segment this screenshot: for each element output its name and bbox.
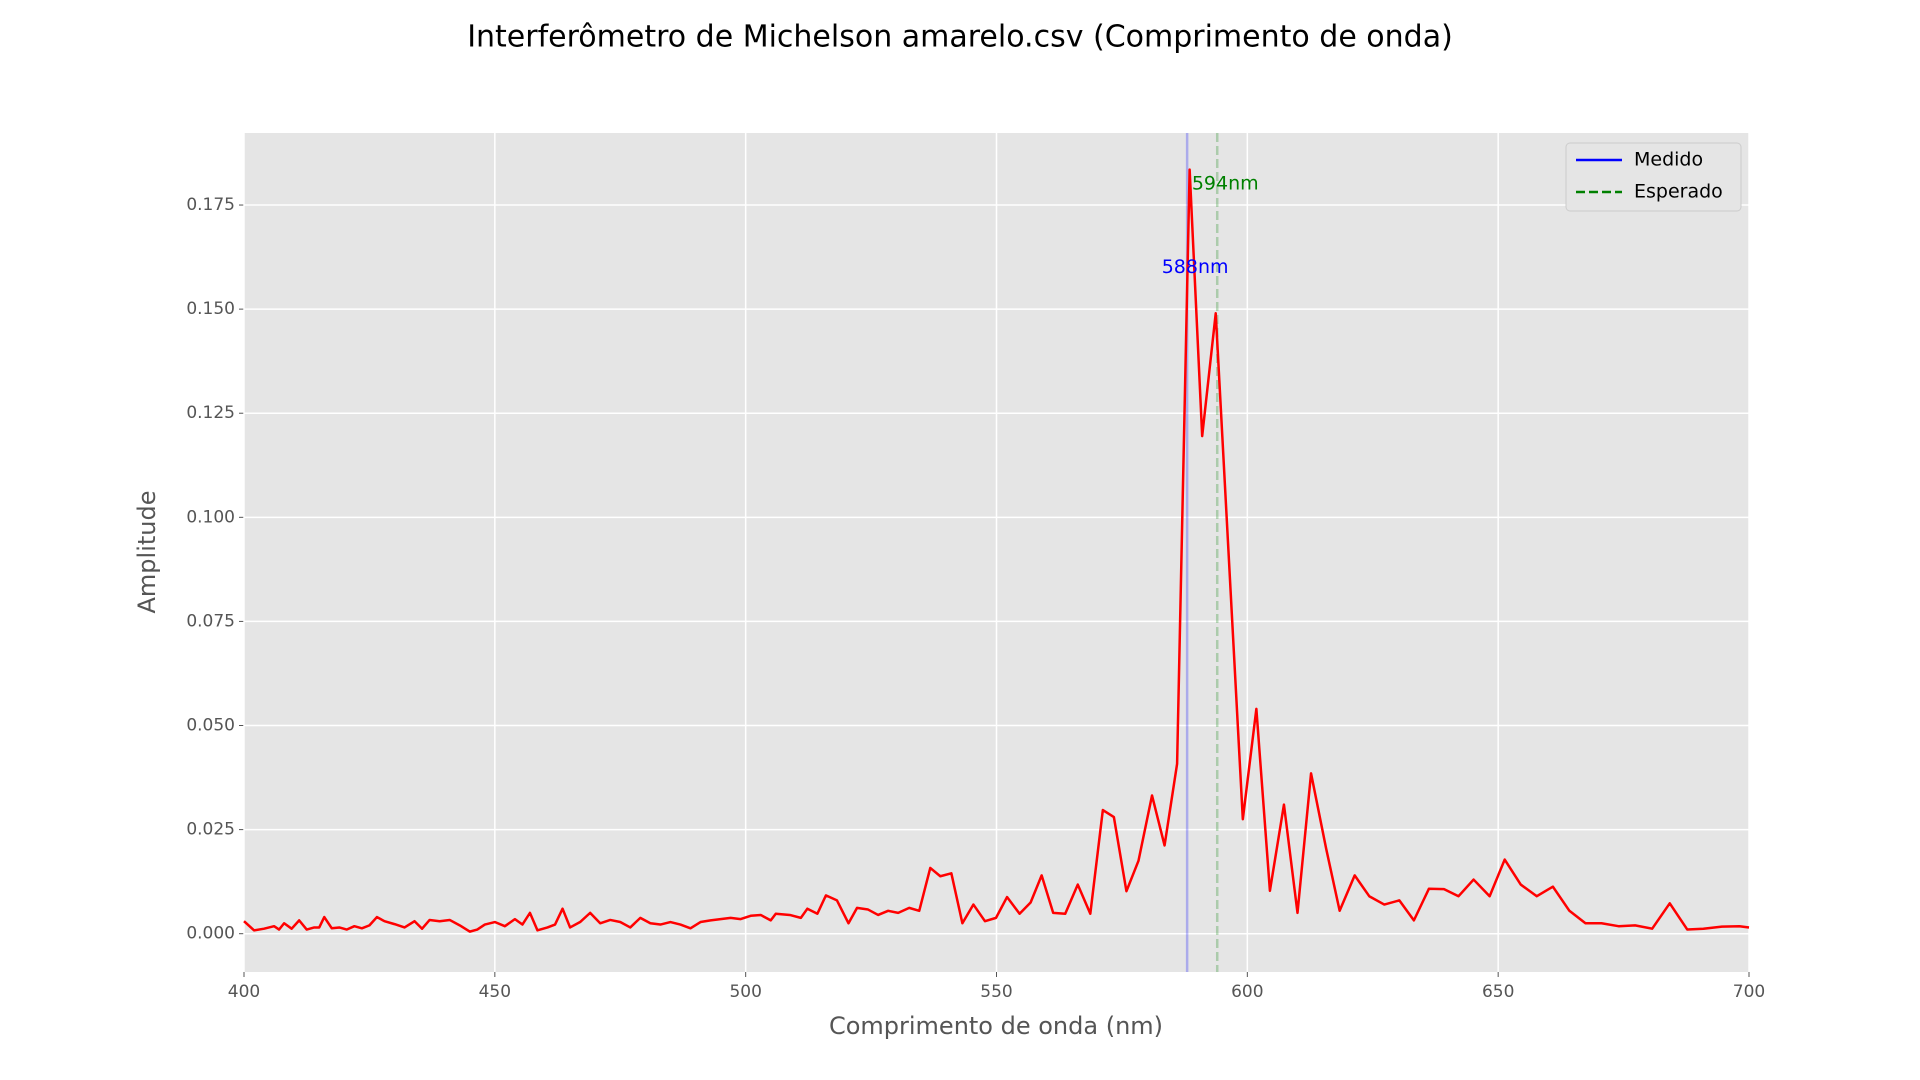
- x-tick-label: 550: [980, 982, 1012, 1002]
- x-tick-label: 650: [1482, 982, 1514, 1002]
- legend-label: Esperado: [1634, 181, 1723, 203]
- y-tick-label: 0.100: [186, 507, 235, 527]
- legend-label: Medido: [1634, 149, 1703, 171]
- y-tick-label: 0.000: [186, 924, 235, 944]
- annotation: 594nm: [1192, 173, 1259, 195]
- x-tick-label: 500: [729, 982, 761, 1002]
- legend: Medido Esperado: [1565, 142, 1742, 212]
- y-tick-label: 0.050: [186, 716, 235, 736]
- x-tick-label: 700: [1733, 982, 1765, 1002]
- x-tick-label: 600: [1231, 982, 1263, 1002]
- chart-title: Interferômetro de Michelson amarelo.csv …: [467, 20, 1453, 55]
- y-tick-label: 0.150: [186, 299, 235, 319]
- y-tick-label: 0.125: [186, 403, 235, 423]
- y-axis-label: Amplitude: [133, 491, 161, 614]
- annotation: 588nm: [1162, 256, 1229, 278]
- y-tick-label: 0.075: [186, 611, 235, 631]
- y-tick-label: 0.025: [186, 820, 235, 840]
- x-axis-label: Comprimento de onda (nm): [829, 1012, 1163, 1040]
- y-tick-label: 0.175: [186, 195, 235, 215]
- x-tick-label: 450: [479, 982, 511, 1002]
- data-line: [243, 168, 1750, 933]
- x-tick-label: 400: [228, 982, 260, 1002]
